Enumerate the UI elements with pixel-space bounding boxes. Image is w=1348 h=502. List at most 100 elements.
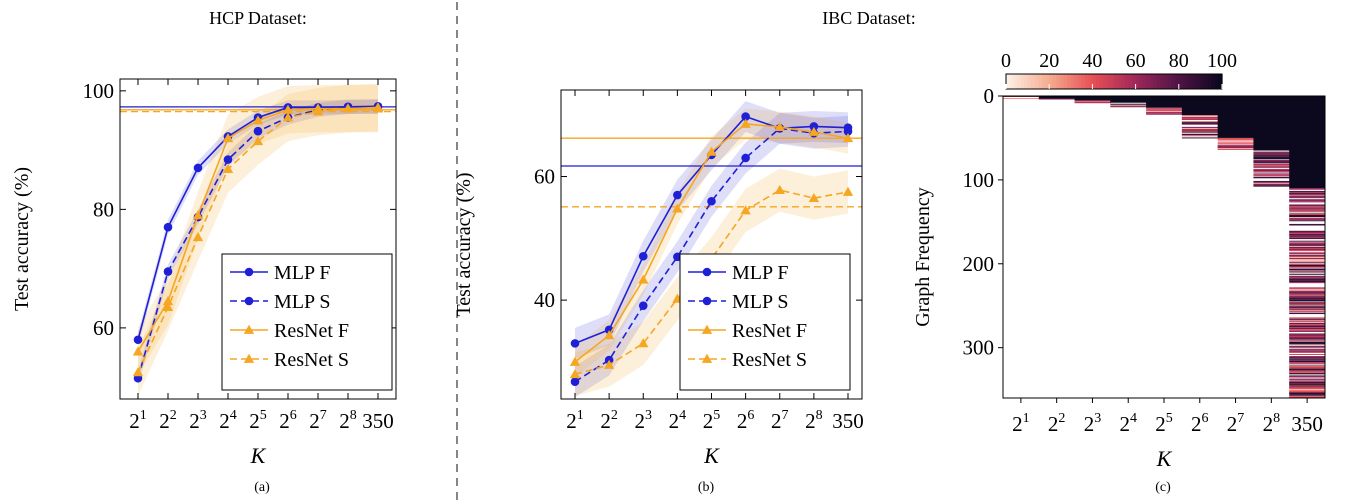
heatmap-cell <box>1289 384 1326 386</box>
heatmap-cell <box>1289 372 1326 374</box>
heatmap-cell <box>1289 328 1326 330</box>
heatmap-cell <box>1289 385 1326 387</box>
data-point <box>163 222 173 232</box>
heatmap-cell <box>1289 358 1326 360</box>
data-point <box>282 112 294 122</box>
heatmap-cell <box>1289 307 1326 309</box>
data-point <box>638 301 648 310</box>
colorbar-segment <box>1045 74 1050 89</box>
heatmap-cell <box>1217 141 1254 143</box>
heatmap-cell <box>1289 269 1326 271</box>
data-point <box>843 127 853 136</box>
x-tick-label: 350 <box>1291 412 1323 436</box>
heatmap-cell <box>1181 135 1219 137</box>
heatmap-cell <box>1289 191 1326 193</box>
heatmap-cell <box>1217 139 1254 141</box>
data-point <box>192 210 204 220</box>
colorbar-tick-label: 40 <box>1082 50 1102 72</box>
x-axis-label: K <box>1156 446 1173 471</box>
x-tick-label: 27 <box>771 408 789 433</box>
heatmap-cell <box>1181 134 1219 136</box>
heatmap-cell <box>1289 237 1326 239</box>
data-point <box>193 163 203 173</box>
colorbar-tick-label: 100 <box>1207 50 1237 72</box>
colorbar-segment <box>1034 74 1039 89</box>
heatmap-cell <box>1289 240 1326 242</box>
colorbar-segment <box>1204 74 1209 89</box>
colorbar-segment <box>1139 74 1144 89</box>
y-tick-label: 100 <box>963 168 995 192</box>
heatmap-cell <box>1289 372 1326 374</box>
heatmap-cell <box>1289 253 1326 255</box>
colorbar-segment <box>1168 74 1173 89</box>
heatmap-cell <box>1289 373 1326 375</box>
heatmap-cell <box>1289 363 1326 365</box>
x-tick-label: 23 <box>1084 411 1102 436</box>
heatmap-cell <box>1289 348 1326 350</box>
x-tick-label: 25 <box>703 408 721 433</box>
colorbar-segment <box>1020 74 1025 89</box>
heatmap-cell <box>1253 155 1290 157</box>
data-point <box>253 126 263 136</box>
heatmap-cell <box>1253 154 1290 156</box>
data-point <box>774 121 785 131</box>
heatmap-cell <box>1074 101 1111 103</box>
heatmap-cell <box>1289 306 1326 308</box>
colorbar-segment <box>1146 74 1151 89</box>
heatmap-cell <box>1289 280 1326 282</box>
heatmap-cell <box>1289 199 1326 201</box>
colorbar-segment <box>1196 74 1201 89</box>
colorbar-segment <box>1088 74 1093 89</box>
data-point <box>569 356 581 366</box>
heatmap-cell <box>1253 174 1290 176</box>
heatmap-cell <box>1181 127 1219 129</box>
heatmap-cell <box>1289 277 1326 279</box>
colorbar-segment <box>1042 74 1047 89</box>
heatmap-cell <box>1289 200 1326 202</box>
heatmap-cell <box>1289 359 1326 361</box>
y-tick-label: 200 <box>963 252 995 276</box>
heatmap-cell <box>1289 249 1326 251</box>
heatmap-cell <box>1289 219 1326 221</box>
heatmap-cell <box>1289 381 1326 383</box>
colorbar-segment <box>1200 74 1205 89</box>
heatmap-cell <box>1289 330 1326 332</box>
colorbar-segment <box>1070 74 1075 89</box>
heatmap-cell <box>1289 233 1326 235</box>
heatmap-cell <box>1074 102 1111 104</box>
heatmap-cell <box>1289 96 1326 189</box>
heatmap-cell <box>1289 334 1326 336</box>
colorbar-segment <box>1009 74 1014 89</box>
data-point <box>808 192 820 203</box>
heatmap-cell <box>1289 213 1326 215</box>
legend-entry-label: MLP F <box>732 262 789 284</box>
data-point <box>282 104 294 114</box>
heatmap-cell <box>1289 299 1326 301</box>
data-point <box>808 126 820 136</box>
heatmap-cell <box>1289 321 1326 323</box>
heatmap-cell <box>1217 146 1254 148</box>
heatmap-cell <box>1289 339 1326 341</box>
heatmap-cell <box>1289 325 1326 327</box>
y-tick-label: 40 <box>534 288 555 312</box>
data-point <box>192 232 204 242</box>
data-point <box>569 369 581 379</box>
heatmap-cell <box>1110 96 1147 103</box>
data-point <box>603 330 615 340</box>
heatmap-cell <box>1253 164 1290 166</box>
heatmap-cell <box>1289 287 1326 289</box>
heatmap-cell <box>1253 183 1290 185</box>
x-tick-label: 26 <box>737 408 755 433</box>
heatmap-cell <box>1289 204 1326 206</box>
legend-box <box>221 253 393 391</box>
heatmap-cell <box>1289 209 1326 211</box>
heatmap-cell <box>1289 271 1326 273</box>
colorbar-segment <box>1027 74 1032 89</box>
colorbar: 0 20 40 60 80 100 <box>1001 50 1237 90</box>
heatmap-cell <box>1289 388 1326 390</box>
heatmap-cell <box>1253 170 1290 172</box>
heatmap-cell <box>1289 250 1326 252</box>
colorbar-segment <box>1099 74 1104 89</box>
heatmap-cell <box>1146 107 1183 109</box>
heatmap-cell <box>1289 291 1326 293</box>
